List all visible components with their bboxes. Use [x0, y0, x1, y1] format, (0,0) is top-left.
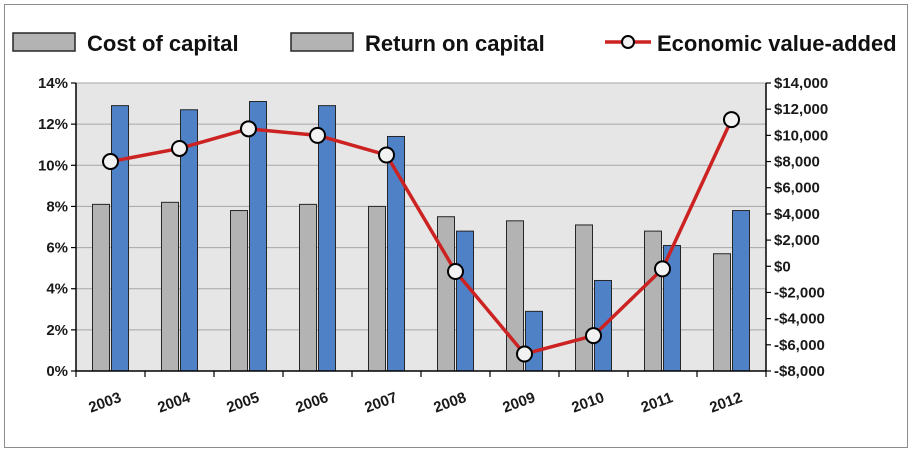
y-left-tick-label: 0%	[46, 363, 68, 380]
cost-of-capital-bar	[161, 201, 179, 372]
return-on-capital-bar	[318, 105, 336, 372]
economic-value-added-marker	[171, 139, 188, 157]
x-tick-label: 2012	[707, 389, 744, 416]
cost-of-capital-bar	[575, 224, 593, 372]
legend-label-cost-of-capital: Cost of capital	[87, 31, 239, 56]
cost-of-capital-bar	[644, 230, 662, 372]
y-right-tick-label: -$6,000	[774, 337, 825, 354]
legend-marker-economic-value-added	[621, 35, 635, 49]
legend-swatch-cost-of-capital	[12, 32, 76, 52]
legend-label-return-on-capital: Return on capital	[365, 31, 545, 56]
y-left-tick-label: 12%	[38, 116, 68, 133]
x-tick-label: 2003	[86, 389, 123, 416]
y-left-tick-label: 4%	[46, 281, 68, 298]
y-right-tick-label: $8,000	[774, 154, 820, 171]
x-tick-label: 2005	[224, 389, 261, 416]
y-right-tick-label: $6,000	[774, 180, 820, 197]
cost-of-capital-bar	[230, 210, 248, 372]
x-tick-label: 2007	[362, 389, 399, 416]
economic-value-added-marker	[585, 327, 602, 345]
y-right-tick-label: $10,000	[774, 127, 828, 144]
y-right-tick-label: $0	[774, 258, 791, 275]
y-right-tick-label: -$4,000	[774, 311, 825, 328]
y-left-tick-label: 8%	[46, 198, 68, 215]
cost-of-capital-bar	[713, 253, 731, 372]
y-left-tick-label: 10%	[38, 157, 68, 174]
x-tick-label: 2011	[639, 389, 675, 416]
y-right-tick-label: $2,000	[774, 232, 820, 249]
axes: 0% 2% 4% 6% 8% 10% 12% 14% -$8,000 -$6,000 -$4,000…	[38, 75, 828, 380]
x-tick-label: 2009	[500, 389, 537, 416]
economic-value-added-marker	[447, 263, 464, 281]
y-right-tick-label: $14,000	[774, 75, 828, 92]
x-tick-label: 2010	[569, 389, 606, 416]
legend-swatch-return-on-capital	[290, 32, 354, 52]
return-on-capital-bar	[111, 105, 129, 372]
y-right-tick-label: $12,000	[774, 101, 828, 118]
return-on-capital-bar	[525, 310, 543, 372]
legend: Cost of capital Return on capital Economic…	[12, 31, 897, 56]
chart-canvas: Cost of capital Return on capital Economic…	[12, 31, 897, 417]
chart-frame: Cost of capital Return on capital Economic…	[4, 4, 908, 448]
cost-of-capital-bar	[92, 203, 110, 372]
y-right-tick-label: -$8,000	[774, 363, 825, 380]
y-right-tick-label: $4,000	[774, 206, 820, 223]
line-series	[102, 111, 740, 363]
x-tick-label: 2006	[293, 389, 330, 416]
y-left-tick-label: 2%	[46, 322, 68, 339]
y-right-tick-label: -$2,000	[774, 284, 825, 301]
economic-value-added-line	[110, 118, 734, 356]
x-axis-labels: 2003 2004 2005 2006 2007 2008 2009 2010 2011 2012	[86, 389, 744, 417]
return-on-capital-bar	[732, 210, 750, 372]
cost-of-capital-bar	[437, 216, 455, 372]
x-tick-label: 2004	[155, 389, 193, 417]
legend-label-economic-value-added: Economic value-added	[657, 31, 897, 56]
y-left-tick-label: 14%	[38, 75, 68, 92]
x-tick-label: 2008	[431, 389, 468, 416]
cost-of-capital-bar	[368, 205, 386, 372]
economic-value-added-marker	[378, 146, 395, 164]
plot-area	[76, 83, 766, 371]
economic-value-added-marker	[309, 126, 326, 144]
return-on-capital-bar	[456, 230, 474, 372]
cost-of-capital-bar	[299, 203, 317, 372]
return-on-capital-bar	[249, 101, 267, 372]
economic-value-added-marker	[102, 153, 119, 171]
economic-value-added-marker	[516, 345, 533, 363]
y-left-tick-label: 6%	[46, 240, 68, 257]
economic-value-added-marker	[240, 120, 257, 138]
economic-value-added-marker	[654, 260, 671, 278]
economic-value-added-marker	[723, 111, 740, 129]
